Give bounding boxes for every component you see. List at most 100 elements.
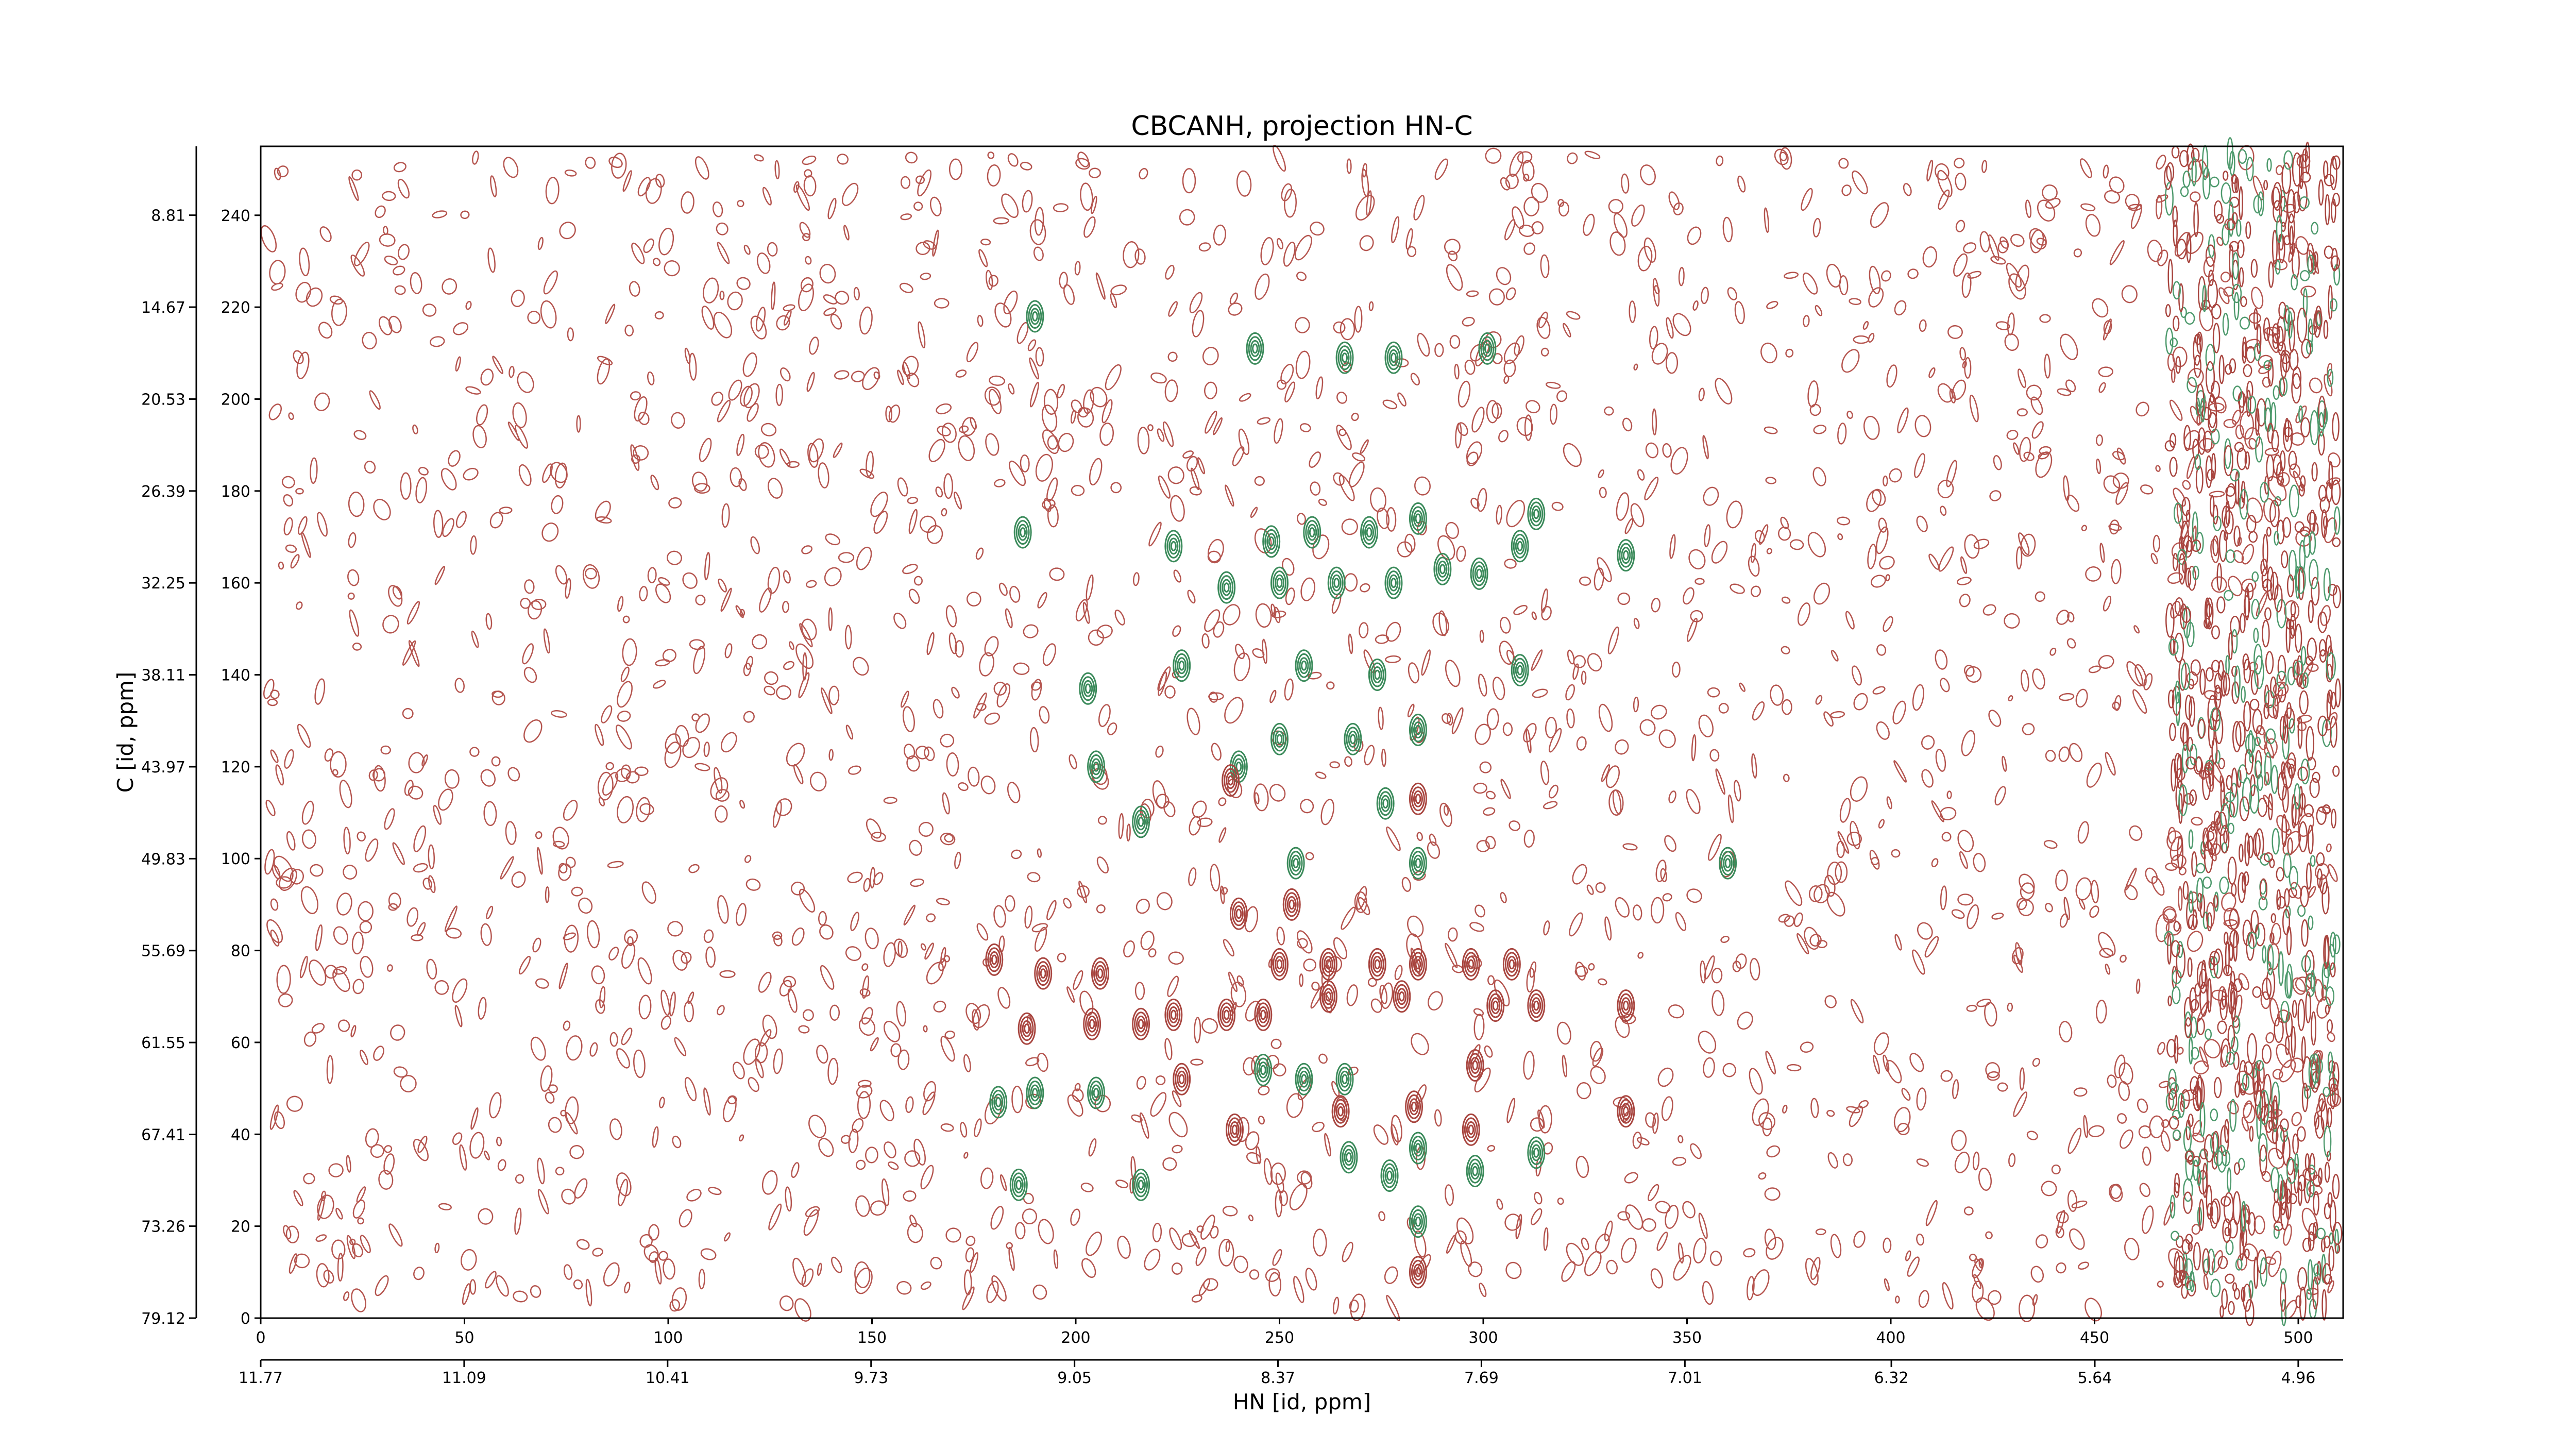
- noise-contour: [2168, 1116, 2179, 1130]
- noise-contour: [1866, 489, 1882, 512]
- noise-contour: [438, 788, 453, 811]
- noise-contour: [1007, 782, 1021, 803]
- noise-contour: [905, 151, 918, 164]
- noise-contour: [1439, 802, 1452, 827]
- noise-contour: [1156, 892, 1173, 911]
- noise-contour: [2215, 750, 2221, 764]
- noise-contour: [1803, 315, 1810, 327]
- noise-contour: [2309, 778, 2320, 798]
- peak-contour: [1013, 516, 1032, 549]
- noise-contour: [1957, 894, 1974, 906]
- noise-contour: [1935, 749, 1946, 772]
- noise-contour: [1686, 788, 1701, 814]
- noise-contour: [1931, 858, 1939, 868]
- noise-contour: [1110, 482, 1122, 494]
- noise-contour: [2288, 243, 2296, 263]
- noise-contour: [535, 831, 543, 839]
- noise-contour: [1598, 978, 1607, 986]
- noise-contour: [2019, 1294, 2036, 1323]
- noise-contour: [545, 1091, 555, 1104]
- noise-contour: [782, 601, 789, 613]
- noise-contour: [480, 923, 492, 946]
- noise-contour: [2185, 540, 2193, 552]
- noise-contour: [2281, 761, 2286, 781]
- noise-contour: [2313, 1191, 2319, 1216]
- noise-contour: [2188, 1241, 2193, 1252]
- noise-contour: [984, 636, 999, 656]
- noise-contour: [1299, 973, 1304, 987]
- noise-contour: [617, 681, 633, 708]
- noise-contour: [786, 743, 805, 767]
- noise-contour: [1190, 467, 1200, 491]
- noise-contour: [655, 174, 665, 188]
- noise-contour: [853, 287, 860, 300]
- noise-contour: [1384, 1266, 1398, 1284]
- noise-contour: [1889, 468, 1902, 483]
- noise-contour: [360, 955, 374, 978]
- noise-contour: [1213, 224, 1226, 246]
- noise-contour: [1359, 235, 1374, 251]
- noise-contour: [2035, 451, 2053, 478]
- noise-contour: [980, 239, 991, 246]
- noise-contour: [2292, 1000, 2297, 1018]
- noise-contour: [1172, 625, 1181, 637]
- noise-contour: [2283, 150, 2293, 170]
- noise-contour: [827, 1057, 839, 1085]
- noise-contour: [735, 605, 744, 618]
- noise-contour: [1505, 287, 1516, 300]
- noise-contour: [879, 1100, 894, 1122]
- noise-contour: [1621, 173, 1630, 194]
- noise-contour: [2207, 912, 2212, 932]
- noise-contour: [310, 864, 324, 877]
- noise-contour: [2059, 913, 2069, 928]
- noise-contour: [1039, 706, 1050, 724]
- noise-contour: [902, 356, 919, 377]
- noise-contour: [1543, 1227, 1549, 1251]
- noise-contour: [1105, 364, 1122, 391]
- noise-contour: [465, 300, 472, 310]
- peak-contour: [1388, 349, 1399, 366]
- noise-contour: [711, 392, 724, 406]
- noise-contour: [704, 552, 710, 581]
- noise-contour: [2044, 353, 2051, 379]
- noise-contour: [835, 291, 850, 305]
- noise-contour: [1846, 831, 1862, 846]
- noise-contour: [2205, 344, 2215, 371]
- noise-contour: [1172, 1090, 1182, 1107]
- noise-contour: [865, 1147, 878, 1164]
- noise-contour: [859, 468, 875, 479]
- noise-contour: [2236, 219, 2242, 237]
- noise-contour: [1566, 708, 1575, 729]
- noise-contour: [1348, 633, 1353, 654]
- noise-contour: [2307, 254, 2315, 274]
- noise-contour: [1558, 201, 1569, 217]
- noise-contour: [390, 1024, 405, 1041]
- noise-contour: [667, 921, 683, 937]
- noise-contour: [2221, 892, 2236, 912]
- noise-contour: [1504, 1214, 1521, 1231]
- noise-contour: [2262, 945, 2267, 964]
- noise-contour: [2225, 1273, 2235, 1284]
- noise-contour: [1133, 572, 1140, 586]
- noise-contour: [643, 238, 654, 254]
- noise-contour: [1810, 1257, 1821, 1280]
- noise-contour: [705, 946, 716, 968]
- noise-contour: [1722, 216, 1733, 243]
- noise-contour: [1152, 1222, 1162, 1242]
- noise-contour: [634, 766, 649, 776]
- x-tick-label: 450: [2080, 1329, 2109, 1347]
- noise-contour: [1444, 239, 1461, 255]
- noise-contour: [1912, 684, 1924, 711]
- noise-contour: [566, 1035, 583, 1061]
- noise-contour: [413, 825, 427, 852]
- noise-contour: [776, 685, 791, 700]
- noise-contour: [963, 1054, 971, 1073]
- noise-contour: [429, 336, 445, 347]
- noise-contour: [1692, 300, 1699, 311]
- noise-contour: [739, 800, 745, 809]
- noise-contour: [1523, 196, 1539, 216]
- x-tick-label: 200: [1061, 1329, 1090, 1347]
- noise-contour: [1531, 182, 1548, 203]
- noise-contour: [1802, 272, 1818, 295]
- noise-contour: [1449, 334, 1461, 349]
